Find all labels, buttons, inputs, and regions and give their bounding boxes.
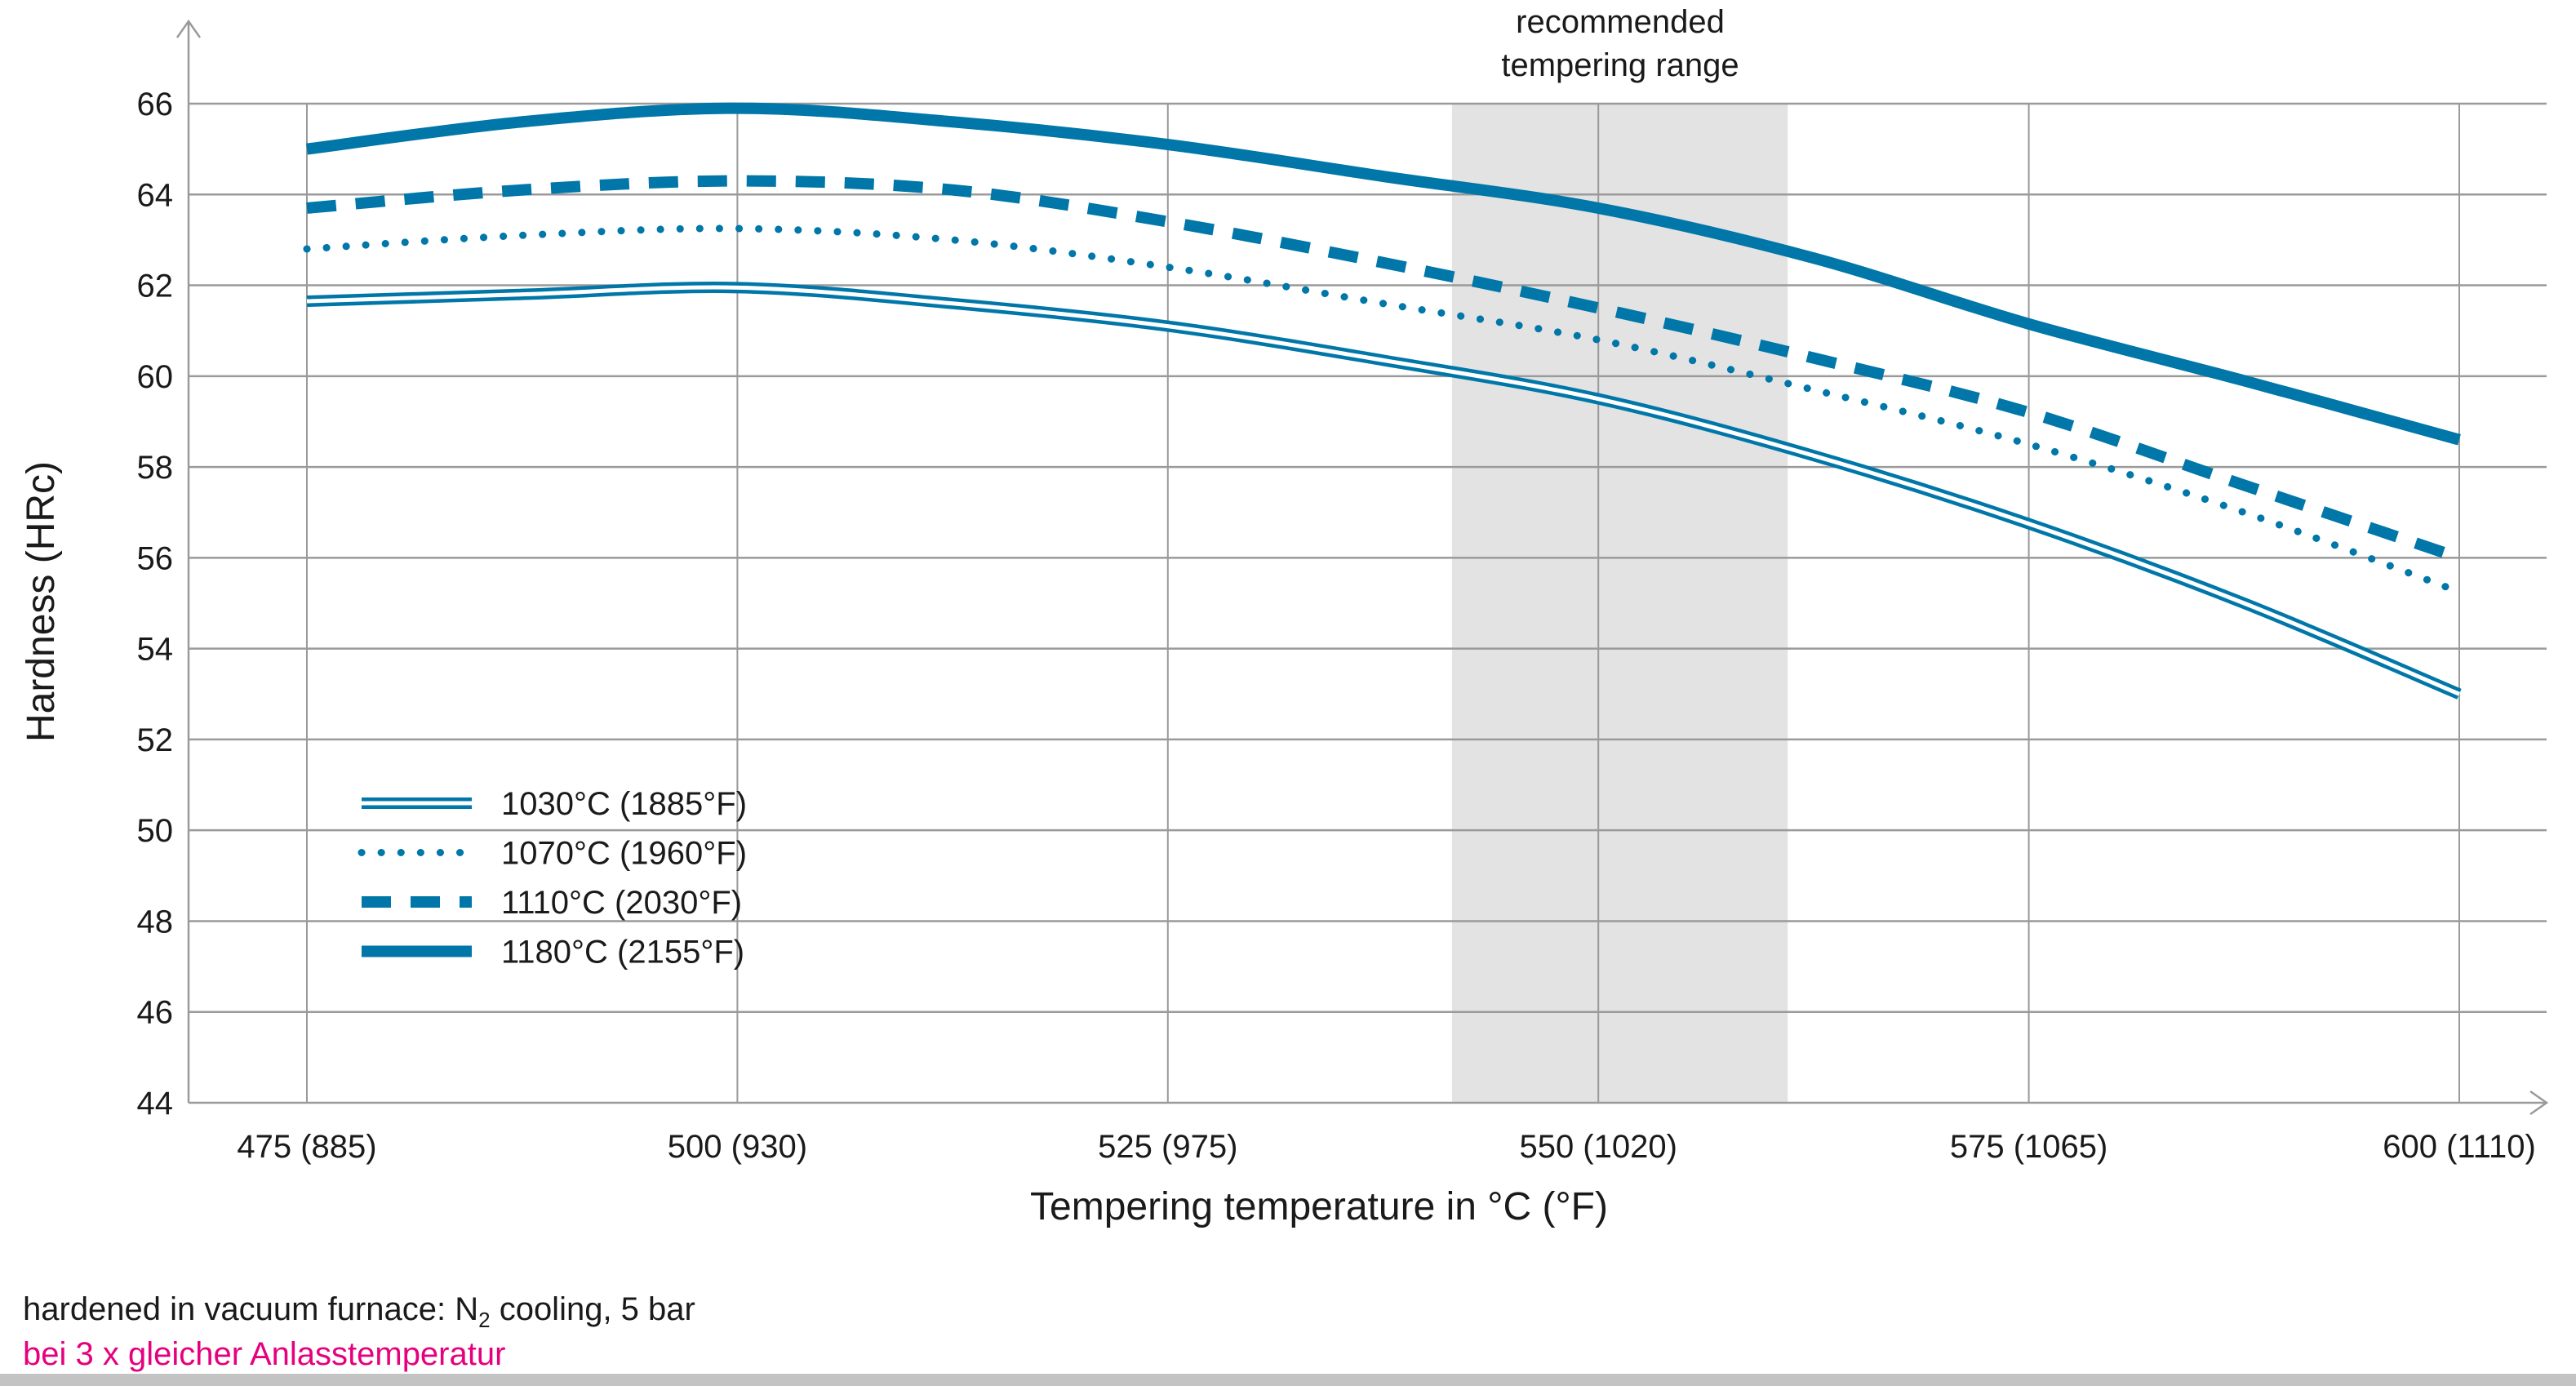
y-tick-label: 46 bbox=[137, 995, 174, 1031]
y-tick-label: 62 bbox=[137, 269, 174, 304]
legend-label: 1110°C (2030°F) bbox=[501, 885, 742, 921]
series-line-double-gap bbox=[306, 285, 2460, 696]
y-tick-label: 44 bbox=[137, 1086, 174, 1122]
footnote-hardening: hardened in vacuum furnace: N2 cooling, … bbox=[23, 1291, 695, 1333]
x-tick-label: 475 (885) bbox=[237, 1129, 376, 1165]
x-tick-label: 600 (1110) bbox=[2383, 1129, 2536, 1165]
y-axis-arrow bbox=[175, 19, 202, 38]
footnote-text-b: cooling, 5 bar bbox=[490, 1291, 695, 1327]
recommended-range-band bbox=[1451, 104, 1788, 1103]
y-tick-label: 58 bbox=[137, 450, 174, 486]
x-tick-label: 525 (975) bbox=[1098, 1129, 1237, 1165]
y-tick-label: 56 bbox=[137, 540, 174, 576]
y-tick-label: 48 bbox=[137, 904, 174, 940]
shaded-region-layer bbox=[1451, 104, 1788, 1103]
x-axis-label: Tempering temperature in °C (°F) bbox=[1030, 1185, 1608, 1228]
bottom-bar bbox=[0, 1374, 2576, 1386]
series-layer bbox=[303, 102, 2463, 700]
x-axis-arrow bbox=[2529, 1090, 2549, 1116]
series-line-dashed bbox=[306, 175, 2462, 563]
legend-label: 1070°C (1960°F) bbox=[501, 836, 747, 872]
grid-layer bbox=[189, 102, 2547, 1104]
footnote-text-a: hardened in vacuum furnace: N bbox=[23, 1291, 479, 1327]
series-line-solid bbox=[306, 102, 2461, 446]
series-line-dotted bbox=[303, 224, 2463, 596]
y-tick-label: 64 bbox=[137, 177, 174, 213]
y-tick-label: 52 bbox=[137, 722, 174, 758]
y-tick-label: 60 bbox=[137, 359, 174, 395]
y-tick-label: 50 bbox=[137, 813, 174, 849]
y-tick-label: 54 bbox=[137, 632, 174, 668]
legend-label: 1030°C (1885°F) bbox=[501, 786, 747, 822]
x-tick-label: 550 (1020) bbox=[1519, 1129, 1677, 1165]
axes: 44 46 48 50 52 54 56 58 60 62 64 66 475 (885) 500 (93… bbox=[137, 19, 2549, 1165]
footnote-tempering: bei 3 x gleicher Anlasstemperatur bbox=[23, 1336, 506, 1372]
footnote-subscript: 2 bbox=[478, 1308, 491, 1332]
legend-label: 1180°C (2155°F) bbox=[501, 935, 744, 971]
y-tick-label: 66 bbox=[137, 87, 174, 122]
y-axis-label: Hardness (HRc) bbox=[20, 461, 63, 742]
shaded-region-label-line1: recommended bbox=[1516, 4, 1725, 40]
x-tick-label: 575 (1065) bbox=[1950, 1129, 2107, 1165]
shaded-region-label-line2: tempering range bbox=[1501, 47, 1739, 83]
x-tick-label: 500 (930) bbox=[668, 1129, 807, 1165]
legend: 1030°C (1885°F) 1070°C (1960°F) 1110°C (20… bbox=[358, 786, 747, 971]
